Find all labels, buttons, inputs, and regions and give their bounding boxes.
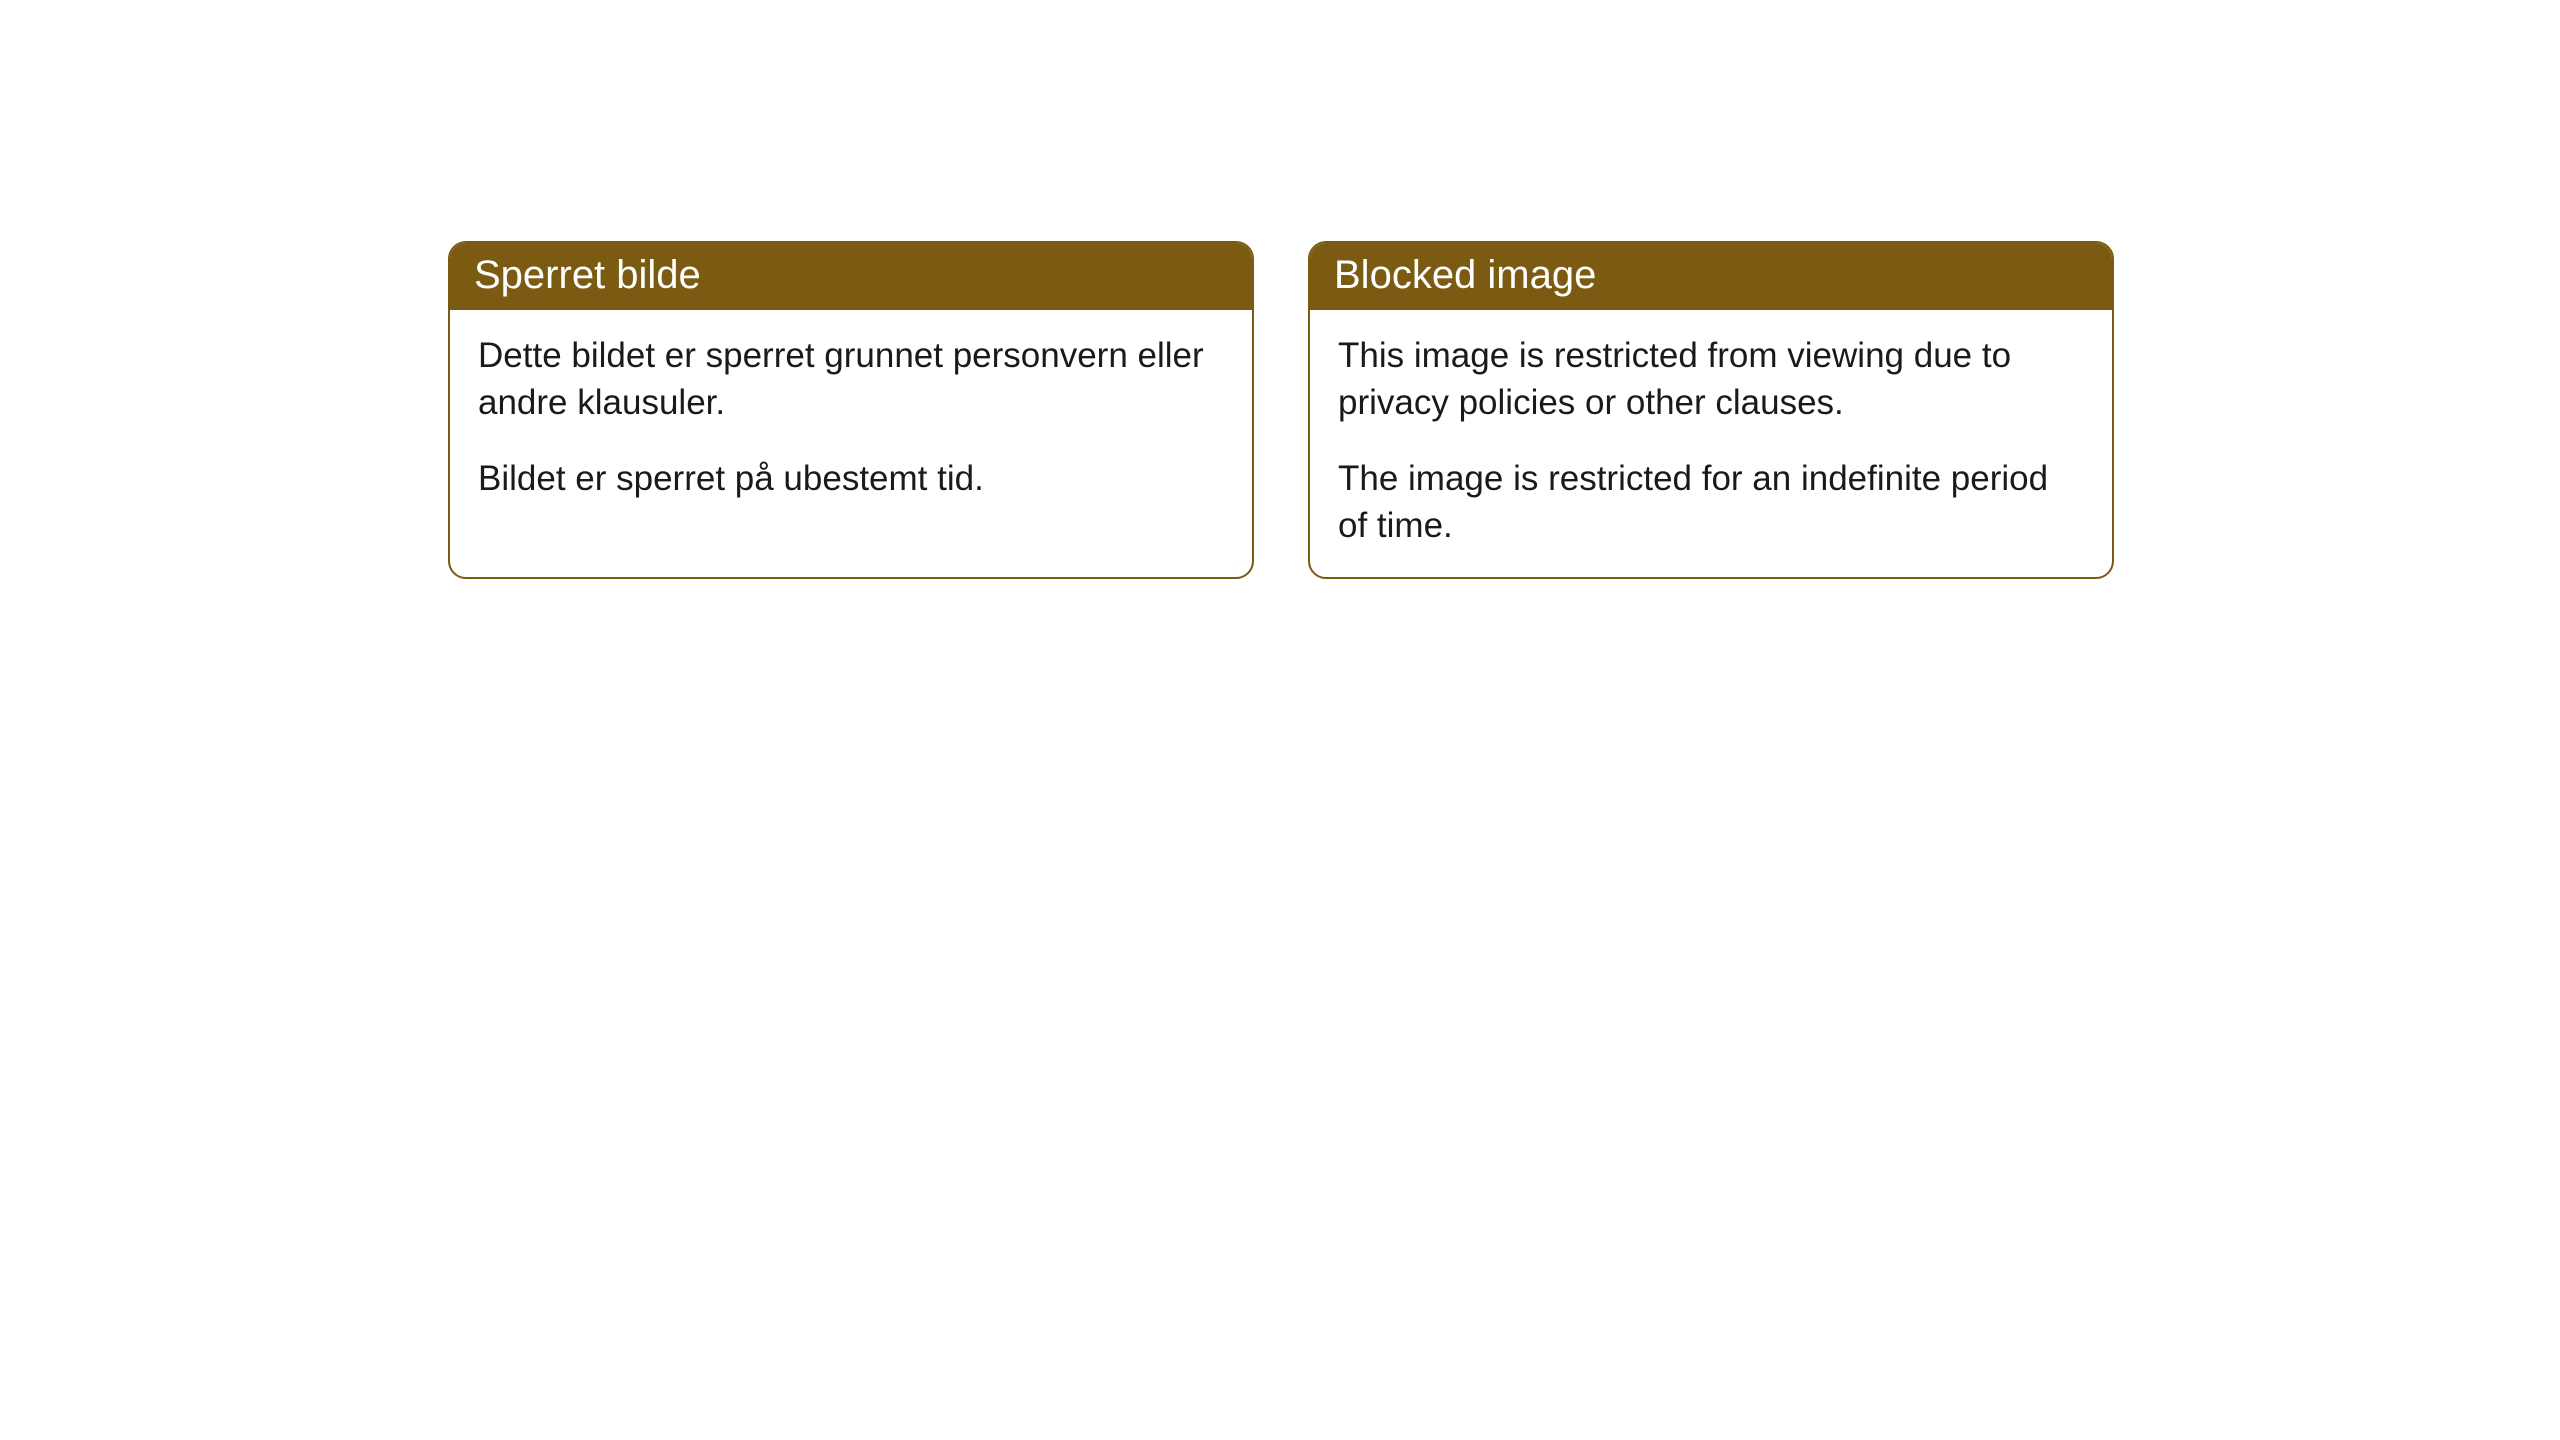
card-paragraph: The image is restricted for an indefinit… (1338, 455, 2084, 550)
card-title: Sperret bilde (474, 253, 701, 297)
card-paragraph: Dette bildet er sperret grunnet personve… (478, 332, 1224, 427)
notice-cards-container: Sperret bilde Dette bildet er sperret gr… (448, 241, 2114, 579)
card-paragraph: Bildet er sperret på ubestemt tid. (478, 455, 1224, 502)
card-title: Blocked image (1334, 253, 1596, 297)
card-body: This image is restricted from viewing du… (1310, 310, 2112, 577)
card-paragraph: This image is restricted from viewing du… (1338, 332, 2084, 427)
card-header: Sperret bilde (450, 243, 1252, 310)
blocked-image-card-english: Blocked image This image is restricted f… (1308, 241, 2114, 579)
blocked-image-card-norwegian: Sperret bilde Dette bildet er sperret gr… (448, 241, 1254, 579)
card-body: Dette bildet er sperret grunnet personve… (450, 310, 1252, 530)
card-header: Blocked image (1310, 243, 2112, 310)
